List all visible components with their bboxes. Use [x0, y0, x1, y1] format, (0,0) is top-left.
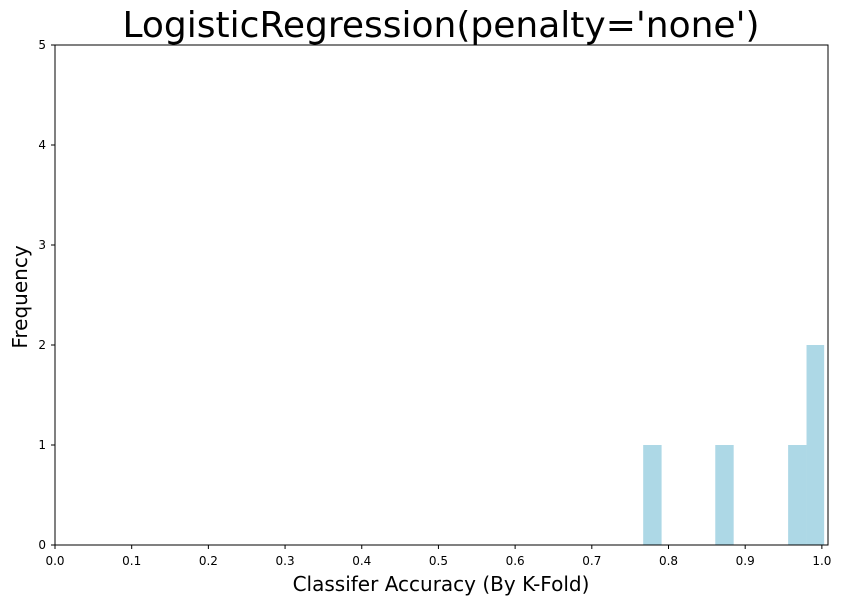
x-tick-label-3: 0.3	[276, 554, 295, 568]
x-tick-label-10: 1.0	[812, 554, 831, 568]
x-tick-label-7: 0.7	[582, 554, 601, 568]
x-tick-label-8: 0.8	[659, 554, 678, 568]
x-tick-label-2: 0.2	[199, 554, 218, 568]
histogram-bar-1	[715, 445, 734, 545]
y-tick-label-1: 1	[38, 438, 46, 452]
x-tick-label-9: 0.9	[736, 554, 755, 568]
x-tick-label-0: 0.0	[45, 554, 64, 568]
x-tick-label-5: 0.5	[429, 554, 448, 568]
y-tick-label-4: 4	[38, 138, 46, 152]
x-axis-label: Classifer Accuracy (By K-Fold)	[293, 572, 590, 596]
histogram-bar-2	[788, 445, 807, 545]
histogram-bar-0	[643, 445, 662, 545]
histogram-bar-3	[806, 345, 825, 545]
y-tick-label-2: 2	[38, 338, 46, 352]
chart-title: LogisticRegression(penalty='none')	[122, 5, 759, 46]
x-axis-ticks: 0.0 0.1 0.2 0.3 0.4 0.5 0.6 0.7 0.8 0.9 1.0	[45, 545, 831, 568]
x-tick-label-4: 0.4	[352, 554, 371, 568]
y-axis-label: Frequency	[8, 245, 32, 348]
x-tick-label-1: 0.1	[122, 554, 141, 568]
y-tick-label-0: 0	[38, 538, 46, 552]
bars-layer	[643, 345, 825, 545]
plot-frame	[54, 44, 829, 546]
y-tick-label-3: 3	[38, 238, 46, 252]
y-tick-label-5: 5	[38, 38, 46, 52]
x-tick-label-6: 0.6	[506, 554, 525, 568]
y-axis-ticks: 0 1 2 3 4 5	[38, 38, 55, 552]
